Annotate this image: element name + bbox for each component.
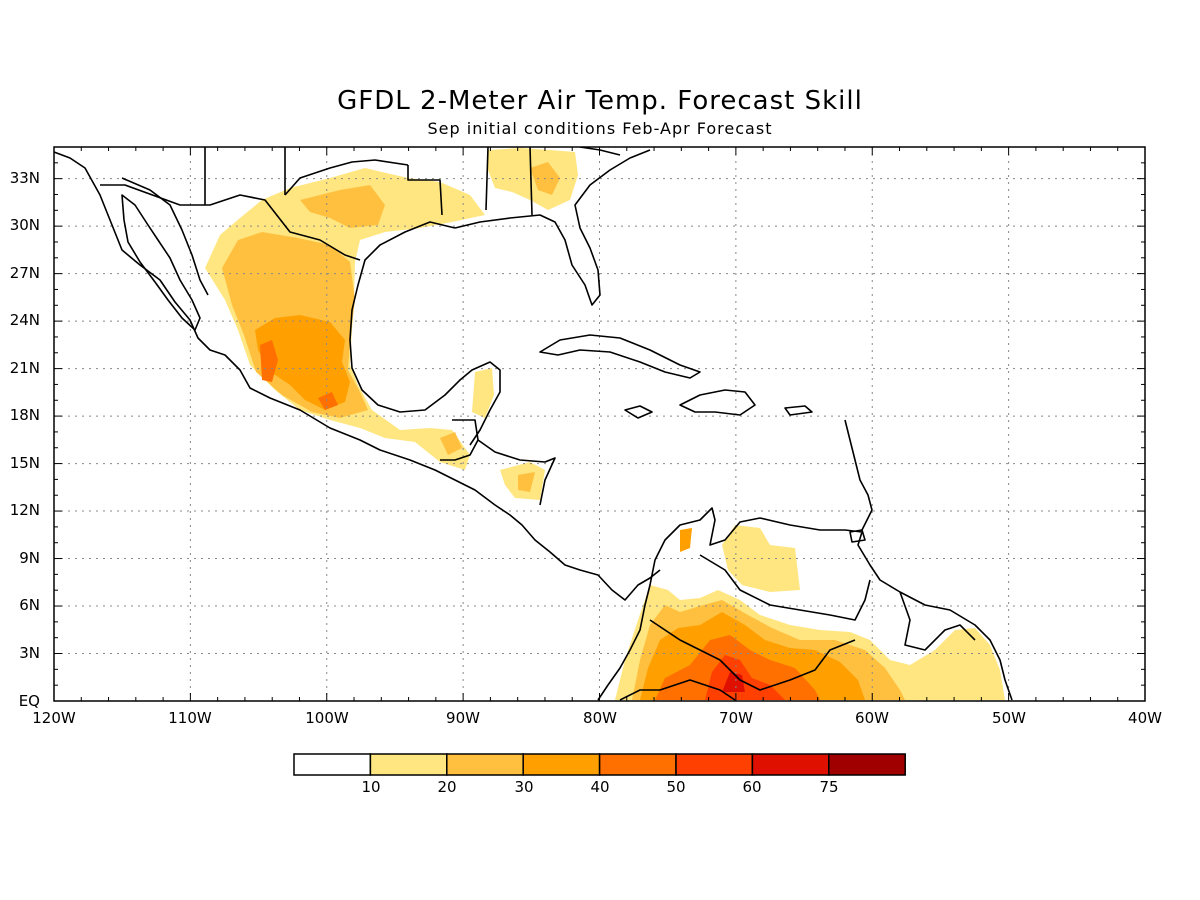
map-subtitle: Sep initial conditions Feb-Apr Forecast <box>427 119 773 138</box>
border-guatemala <box>440 419 479 461</box>
lat-tick-label: 21N <box>10 359 40 377</box>
lat-tick-label: 33N <box>10 169 40 187</box>
lat-tick-label: EQ <box>19 692 40 710</box>
lat-tick-label: 6N <box>19 596 40 614</box>
border-colombia-venezuela <box>699 554 871 621</box>
border-central-america <box>477 439 556 506</box>
border-peru-ecuador <box>619 679 736 701</box>
coastline-south-america <box>597 507 1013 701</box>
skill-region-yucatan-10 <box>472 368 494 418</box>
coastlines <box>54 147 1013 701</box>
lon-tick-label: 50W <box>992 709 1026 727</box>
colorbar-swatch <box>369 753 448 776</box>
colorbar-label: 10 <box>361 778 380 796</box>
border-us-mexico <box>100 184 361 261</box>
lat-tick-label: 18N <box>10 406 40 424</box>
lon-axis: 120W 110W 100W 90W 80W 70W 60W 50W 40W <box>32 709 1162 727</box>
colorbar-swatch <box>751 753 830 776</box>
coastline-pacific-mexico <box>54 151 661 601</box>
coastline-puerto-rico <box>784 405 813 416</box>
colorbar-swatch <box>675 753 754 776</box>
border-us-states <box>204 147 621 216</box>
colorbar-swatch <box>446 753 524 776</box>
lon-tick-label: 100W <box>305 709 349 727</box>
map-grid <box>54 147 1145 701</box>
colorbar-label: 50 <box>666 778 685 796</box>
lon-tick-label: 90W <box>446 709 480 727</box>
coastline-antilles <box>844 419 873 531</box>
colorbar-label: 40 <box>590 778 609 796</box>
colorbar-swatch <box>828 753 906 776</box>
lon-tick-label: 80W <box>583 709 617 727</box>
coastline-jamaica <box>624 405 653 419</box>
coastline-baja <box>121 194 201 331</box>
coastline-gulf-of-mexico <box>349 221 501 446</box>
coastline-hispaniola <box>679 389 756 416</box>
coastline-trinidad <box>849 529 866 543</box>
skill-region-se-us-10 <box>488 148 578 210</box>
coastline-cuba <box>539 334 701 379</box>
border-guianas <box>899 591 976 651</box>
skill-region-mexico-40b <box>318 392 338 410</box>
lon-tick-label: 40W <box>1128 709 1162 727</box>
skill-region-tx-20 <box>300 185 385 228</box>
colorbar-label: 30 <box>514 778 533 796</box>
skill-region-gt-20 <box>440 432 462 455</box>
skill-region-sa-60 <box>722 672 745 692</box>
skill-region-col-20 <box>680 528 692 552</box>
coastline-us-gulf <box>454 149 651 306</box>
lat-tick-label: 15N <box>10 454 40 472</box>
lat-tick-label: 30N <box>10 216 40 234</box>
skill-region-mexico-40 <box>260 340 278 382</box>
colorbar-swatch <box>293 753 372 776</box>
lat-tick-label: 27N <box>10 264 40 282</box>
border-colombia-brazil <box>649 619 856 691</box>
map-ticks <box>53 146 1146 702</box>
skill-region-ca-20 <box>518 472 535 492</box>
lon-tick-label: 60W <box>855 709 889 727</box>
lon-tick-label: 110W <box>168 709 212 727</box>
colorbar-label: 75 <box>819 778 838 796</box>
colorbar: 10 20 30 40 50 60 75 <box>293 753 906 796</box>
skill-shading <box>205 148 1005 700</box>
lat-axis: 33N 30N 27N 24N 21N 18N 15N 12N 9N 6N 3N… <box>10 169 40 710</box>
map-title: GFDL 2-Meter Air Temp. Forecast Skill <box>337 86 863 116</box>
colorbar-label: 20 <box>437 778 456 796</box>
lon-tick-label: 70W <box>719 709 753 727</box>
coastline-gulf-california <box>121 177 209 296</box>
lat-tick-label: 24N <box>10 311 40 329</box>
colorbar-swatch <box>522 753 601 776</box>
colorbar-swatch <box>598 753 677 776</box>
colorbar-label: 60 <box>742 778 761 796</box>
border-texas <box>284 159 409 196</box>
lat-tick-label: 9N <box>19 549 40 567</box>
lat-tick-label: 3N <box>19 644 40 662</box>
lat-tick-label: 12N <box>10 501 40 519</box>
lon-tick-label: 120W <box>32 709 76 727</box>
